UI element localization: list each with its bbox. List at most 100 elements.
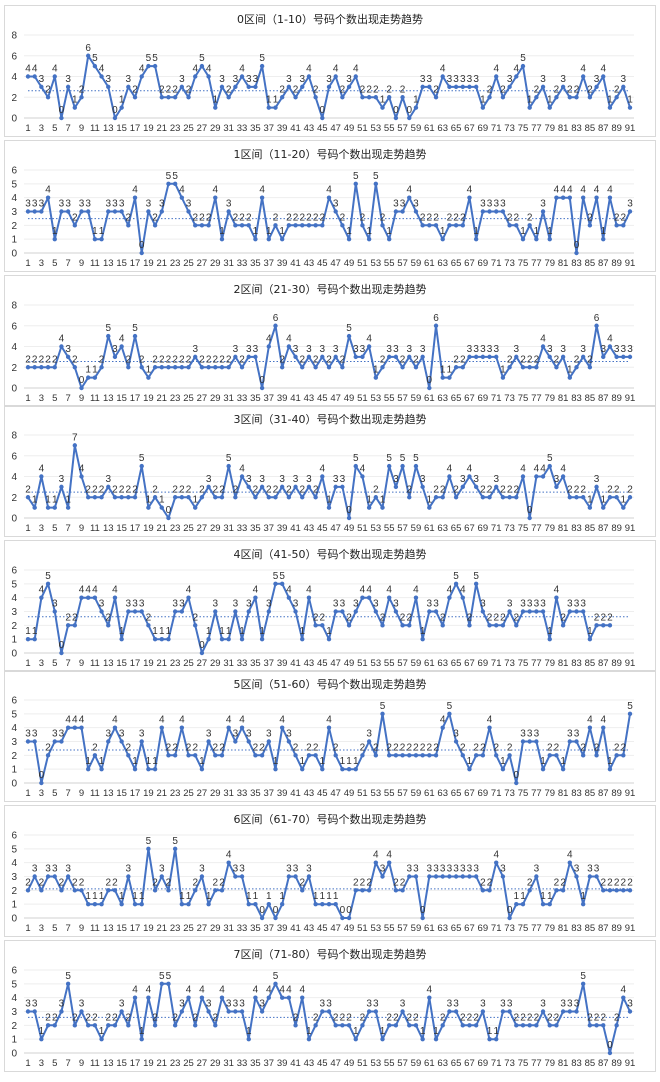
data-label: 1 <box>587 626 593 637</box>
data-label: 4 <box>440 715 446 726</box>
x-tick-label: 49 <box>344 658 355 669</box>
x-tick-label: 11 <box>90 923 100 934</box>
data-point <box>340 915 345 921</box>
data-point <box>32 874 37 879</box>
data-label: 2 <box>514 212 520 223</box>
data-label: 2 <box>627 877 633 888</box>
x-tick-label: 23 <box>170 523 181 534</box>
data-label: 2 <box>279 354 285 365</box>
data-point <box>146 375 151 380</box>
data-point <box>199 874 205 879</box>
data-label: 4 <box>487 715 493 726</box>
data-label: 4 <box>132 185 138 196</box>
data-point <box>112 495 118 500</box>
data-label: 1 <box>326 626 332 637</box>
data-label: 2 <box>507 354 513 365</box>
x-tick-label: 49 <box>344 393 355 404</box>
x-tick-label: 57 <box>397 523 408 534</box>
data-point <box>627 711 633 717</box>
x-tick-label: 33 <box>237 788 248 799</box>
data-label: 3 <box>126 864 132 875</box>
data-point <box>387 1023 392 1028</box>
data-label: 1 <box>547 626 553 637</box>
x-tick-label: 15 <box>116 1058 127 1069</box>
x-tick-label: 67 <box>464 258 475 269</box>
data-label: 4 <box>179 715 185 726</box>
data-point <box>527 1023 532 1028</box>
data-point <box>360 888 365 893</box>
data-point <box>306 595 312 600</box>
y-tick-label: 4 <box>11 193 17 204</box>
data-label: 2 <box>614 484 620 495</box>
data-label: 3 <box>105 474 111 485</box>
x-tick-label: 25 <box>183 788 194 799</box>
data-point <box>326 636 332 642</box>
data-label: 2 <box>119 484 125 495</box>
data-point <box>86 595 91 600</box>
data-label: 3 <box>239 864 245 875</box>
data-point <box>320 354 325 360</box>
data-label: 3 <box>574 864 580 875</box>
data-label: 2 <box>433 84 439 95</box>
x-tick-label: 17 <box>130 258 141 269</box>
x-tick-label: 11 <box>90 393 100 404</box>
data-label: 1 <box>473 226 479 237</box>
data-point <box>607 344 613 349</box>
data-point <box>467 195 472 200</box>
x-tick-label: 69 <box>478 923 489 934</box>
data-point <box>259 385 265 391</box>
data-label: 1 <box>239 626 245 637</box>
x-tick-label: 61 <box>424 258 435 269</box>
data-label: 3 <box>373 599 379 610</box>
data-label: 3 <box>233 729 239 740</box>
x-tick-label: 37 <box>264 658 275 669</box>
data-point <box>206 636 211 642</box>
data-label: 5 <box>105 323 111 334</box>
data-label: 3 <box>333 199 339 210</box>
data-label: 2 <box>286 484 292 495</box>
y-tick-label: 6 <box>11 51 17 62</box>
data-label: 2 <box>105 877 111 888</box>
data-point <box>433 323 439 328</box>
data-point <box>560 766 566 772</box>
data-point <box>273 981 278 987</box>
data-point <box>106 888 111 893</box>
data-point <box>520 474 526 479</box>
data-label: 5 <box>580 971 586 982</box>
x-tick-label: 65 <box>451 658 462 669</box>
x-tick-label: 3 <box>39 1058 44 1069</box>
data-label: 1 <box>25 626 31 637</box>
data-label: 2 <box>313 1012 319 1023</box>
data-point <box>621 84 626 90</box>
x-tick-label: 65 <box>451 393 462 404</box>
x-tick-label: 71 <box>491 393 502 404</box>
data-point <box>45 505 51 510</box>
data-point <box>72 365 78 370</box>
x-tick-label: 3 <box>39 523 44 534</box>
x-tick-label: 31 <box>223 123 234 134</box>
data-point <box>527 105 532 110</box>
data-label: 4 <box>213 185 219 196</box>
data-label: 2 <box>507 212 513 223</box>
data-label: 3 <box>45 864 51 875</box>
data-label: 4 <box>25 64 31 75</box>
data-point <box>25 209 31 214</box>
data-label: 2 <box>25 484 31 495</box>
data-point <box>346 236 352 242</box>
data-point <box>146 846 151 852</box>
data-point <box>79 1009 84 1014</box>
data-point <box>86 766 91 772</box>
data-point <box>326 195 332 200</box>
chart-title: 6区间（61-70）号码个数出现走势趋势 <box>234 812 427 826</box>
data-label: 3 <box>179 999 185 1010</box>
x-tick-label: 87 <box>598 788 609 799</box>
x-tick-label: 17 <box>130 1058 141 1069</box>
data-label: 2 <box>480 742 486 753</box>
data-label: 0 <box>527 505 533 516</box>
x-tick-label: 53 <box>371 393 382 404</box>
data-label: 2 <box>373 742 379 753</box>
x-tick-label: 47 <box>330 123 341 134</box>
data-label: 4 <box>540 334 546 345</box>
